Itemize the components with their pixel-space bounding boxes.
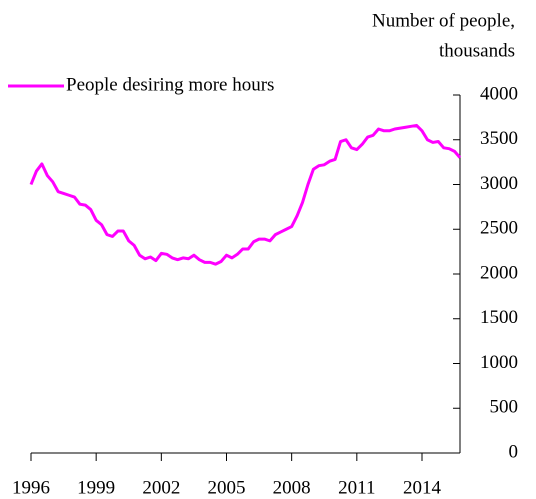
x-tick-label: 2005 xyxy=(207,477,245,498)
y-tick-label: 2000 xyxy=(480,262,518,283)
y-tick-label: 4000 xyxy=(480,83,518,104)
data-line xyxy=(29,123,462,266)
x-tick-label: 1996 xyxy=(12,477,50,498)
y-tick-label: 2500 xyxy=(480,218,518,239)
x-tick-label: 2014 xyxy=(403,477,442,498)
y-tick-label: 500 xyxy=(490,397,519,418)
y-axis-label: Number of people, xyxy=(372,10,515,31)
x-tick-label: 2011 xyxy=(338,477,375,498)
y-tick-label: 1500 xyxy=(480,307,518,328)
x-tick-label: 2008 xyxy=(273,477,311,498)
y-axis-label: thousands xyxy=(439,40,515,61)
y-tick-label: 3000 xyxy=(480,173,518,194)
x-tick-label: 2002 xyxy=(142,477,180,498)
y-tick-label: 1000 xyxy=(480,352,518,373)
legend-label: People desiring more hours xyxy=(66,74,274,95)
x-tick-label: 1999 xyxy=(77,477,115,498)
y-tick-label: 0 xyxy=(509,441,519,462)
y-tick-label: 3500 xyxy=(480,128,518,149)
